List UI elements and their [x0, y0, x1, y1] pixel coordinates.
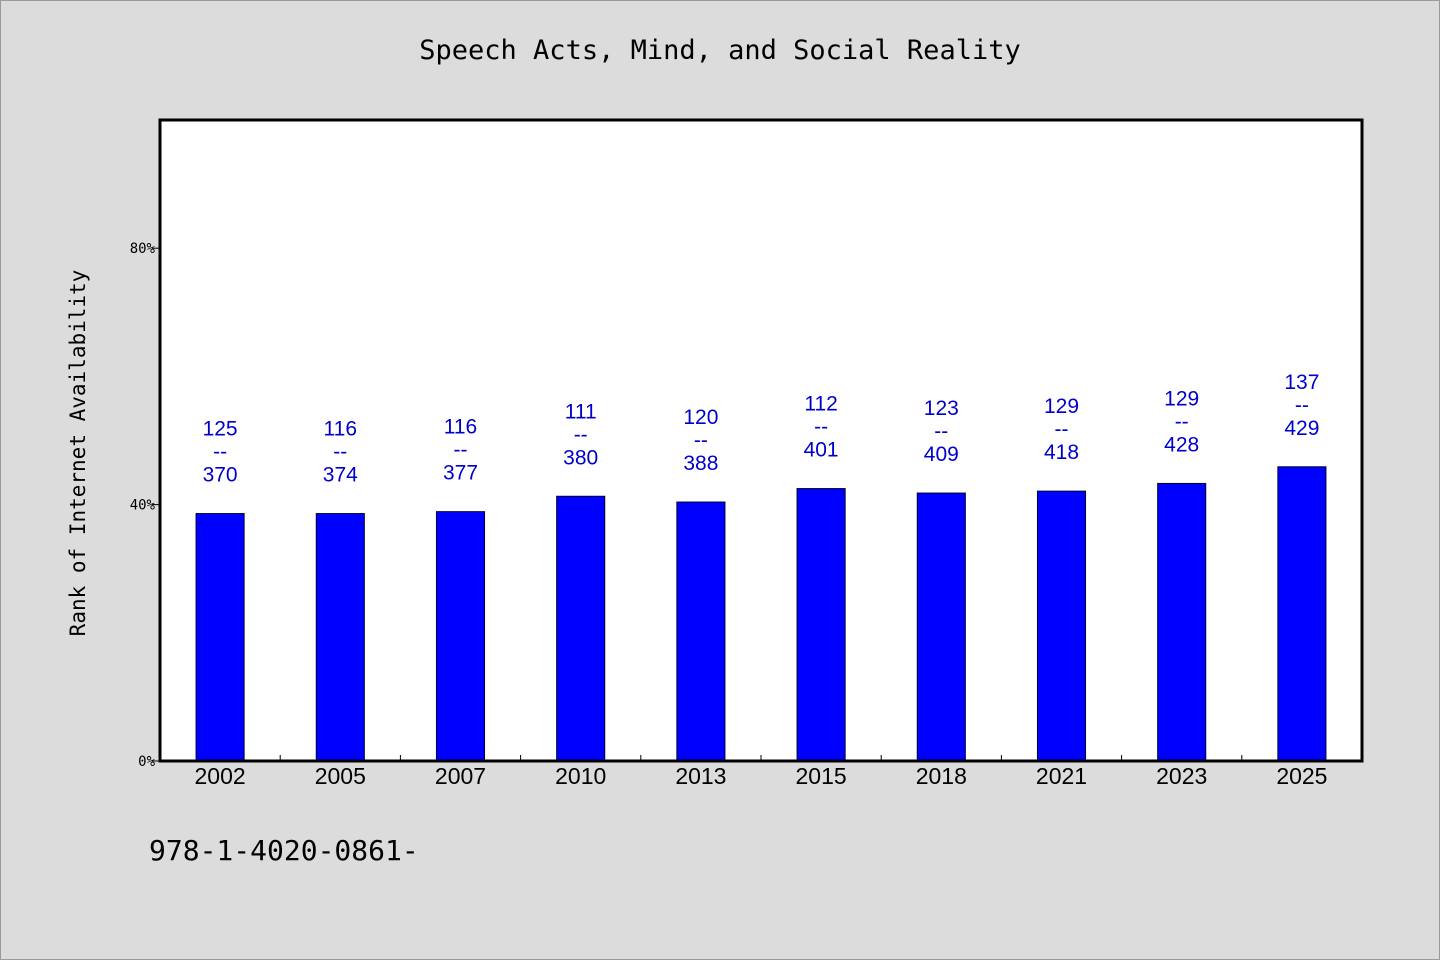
data-label-bottom: 428 [1164, 433, 1199, 456]
data-label-bottom: 418 [1044, 441, 1079, 464]
x-tick-label: 2002 [195, 763, 246, 789]
x-tick-label: 2010 [555, 763, 606, 789]
data-label-separator: -- [454, 439, 468, 462]
y-tick-label: 40% [130, 498, 156, 514]
x-tick-label: 2018 [916, 763, 967, 789]
data-label-bottom: 380 [563, 446, 598, 469]
data-label-separator: -- [934, 420, 948, 443]
data-label-top: 116 [444, 416, 477, 439]
data-label-top: 125 [203, 418, 238, 441]
data-label-bottom: 370 [203, 464, 238, 487]
data-label-bottom: 374 [323, 464, 358, 487]
data-label-separator: -- [1055, 418, 1069, 441]
x-tick-label: 2021 [1036, 763, 1087, 789]
bar [676, 501, 726, 762]
x-tick-label: 2005 [315, 763, 366, 789]
bar [315, 513, 365, 762]
data-labels: 125--370116--374116--377111--380120--388… [203, 371, 1320, 487]
data-label-top: 129 [1164, 387, 1199, 410]
bar [1036, 490, 1087, 762]
bar [916, 492, 966, 762]
data-label-top: 123 [924, 397, 959, 420]
data-label-separator: -- [333, 441, 347, 464]
bar [1157, 482, 1207, 762]
data-label-bottom: 401 [804, 439, 839, 462]
chart-title: Speech Acts, Mind, and Social Reality [419, 35, 1021, 66]
data-label-separator: -- [574, 423, 588, 446]
data-label-top: 129 [1044, 395, 1079, 418]
bar [435, 511, 486, 762]
y-tick-label: 0% [138, 754, 155, 770]
bars [195, 466, 1327, 762]
x-tick-label: 2015 [796, 763, 847, 789]
data-label-top: 120 [683, 406, 718, 429]
data-label-separator: -- [694, 429, 708, 452]
y-axis-title: Rank of Internet Availability [66, 270, 90, 637]
bar [1277, 466, 1327, 762]
data-label-top: 111 [565, 400, 597, 423]
y-axis: 0% 40% 80% [130, 241, 160, 770]
data-label-bottom: 409 [924, 443, 959, 466]
data-label-top: 137 [1284, 371, 1319, 394]
x-axis: 2002 2005 2007 2010 2013 2015 2018 2021 2023 2025 [195, 755, 1327, 789]
x-tick-label: 2013 [675, 763, 726, 789]
data-label-separator: -- [814, 416, 828, 439]
data-label-separator: -- [1175, 410, 1189, 433]
data-label-bottom: 388 [683, 452, 718, 475]
bar [195, 513, 245, 762]
data-label-bottom: 377 [443, 462, 478, 485]
data-label-separator: -- [213, 441, 227, 464]
data-label-separator: -- [1295, 394, 1309, 417]
bar [556, 495, 606, 762]
x-tick-label: 2025 [1276, 763, 1327, 789]
bar [796, 488, 846, 762]
footer-code: 978-1-4020-0861- [149, 834, 419, 867]
x-tick-label: 2007 [435, 763, 486, 789]
data-label-bottom: 429 [1284, 417, 1319, 440]
data-label-top: 112 [804, 393, 837, 416]
y-tick-label: 80% [130, 241, 156, 257]
x-tick-label: 2023 [1156, 763, 1207, 789]
data-label-top: 116 [324, 418, 357, 441]
plot-frame [158, 118, 1364, 763]
